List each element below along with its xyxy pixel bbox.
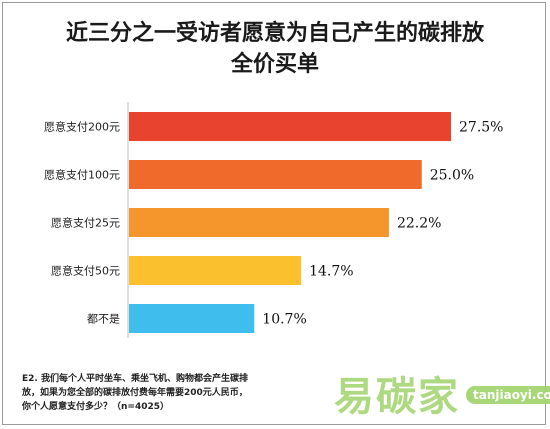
- bar: [129, 256, 302, 285]
- category-label: 都不是: [87, 313, 120, 326]
- category-label: 愿意支付50元: [51, 264, 120, 278]
- survey-question-footnote: E2. 我们每个人平时坐车、乘坐飞机、购物都会产生碳排 放，如果为您全部的碳排放…: [22, 372, 322, 414]
- bar: [129, 304, 255, 333]
- watermark-logo: 易碳家 tanjiaoyi.com: [330, 360, 550, 420]
- bar-value-label: 27.5%: [459, 120, 503, 136]
- footnote-line-2: 放，如果为您全部的碳排放付费每年需要200元人民币，: [22, 388, 248, 398]
- bar: [129, 208, 389, 237]
- category-label: 愿意支付100元: [44, 168, 120, 182]
- category-label: 愿意支付200元: [44, 120, 120, 134]
- chart-title-line-2: 全价买单: [230, 52, 319, 77]
- chart-title: 近三分之一受访者愿意为自己产生的碳排放 全价买单: [0, 18, 550, 80]
- footnote-line-3: 你个人愿意支付多少？（n=4025）: [22, 402, 169, 412]
- bar-value-label: 10.7%: [262, 312, 306, 328]
- bar: [129, 160, 422, 189]
- footnote-line-1: E2. 我们每个人平时坐车、乘坐飞机、购物都会产生碳排: [22, 374, 248, 384]
- watermark-brand: 易碳家: [334, 374, 460, 420]
- chart-title-line-1: 近三分之一受访者愿意为自己产生的碳排放: [65, 21, 484, 46]
- bar-value-label: 25.0%: [430, 168, 474, 184]
- bar: [129, 112, 451, 141]
- watermark-site: tanjiaoyi.com: [466, 386, 550, 404]
- category-label: 愿意支付25元: [51, 216, 120, 230]
- bar-value-label: 14.7%: [309, 264, 353, 280]
- bar-value-label: 22.2%: [397, 216, 441, 232]
